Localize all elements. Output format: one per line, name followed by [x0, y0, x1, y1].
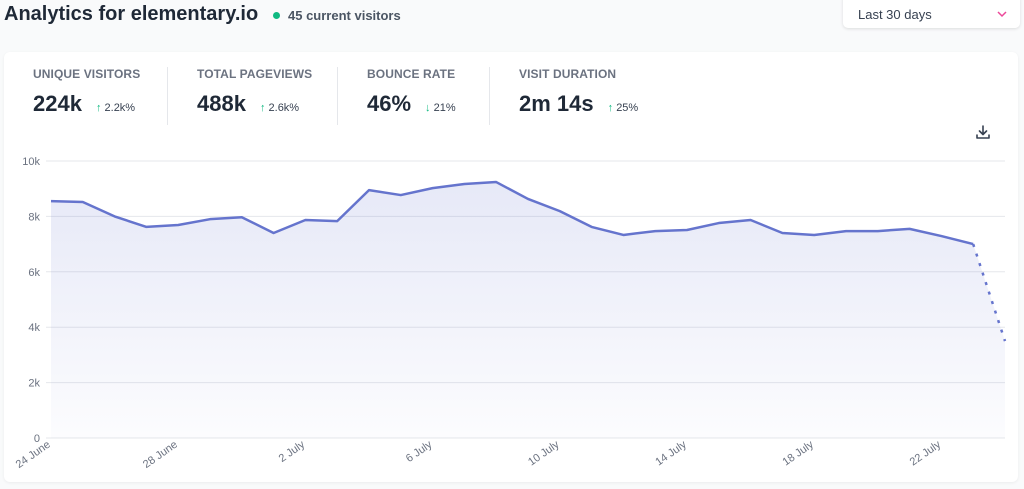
divider	[167, 67, 168, 125]
stat-change: ↑ 2.6k%	[259, 102, 300, 114]
data-point[interactable]	[555, 206, 565, 216]
data-point[interactable]	[746, 215, 756, 225]
x-tick-label: 10 July	[526, 438, 562, 468]
current-visitors[interactable]: 45 current visitors	[273, 8, 401, 23]
arrow-up-icon: ↑	[95, 102, 102, 114]
data-point[interactable]	[873, 226, 883, 236]
data-point[interactable]	[682, 225, 692, 235]
stat-label: TOTAL PAGEVIEWS	[197, 67, 313, 81]
live-status-dot-icon	[273, 12, 280, 19]
data-point[interactable]	[46, 196, 56, 206]
data-point[interactable]	[841, 226, 851, 236]
data-point[interactable]	[110, 211, 120, 221]
data-point[interactable]	[205, 214, 215, 224]
y-tick-label: 2k	[28, 378, 40, 390]
arrow-down-icon: ↓	[425, 102, 431, 114]
stat-label: BOUNCE RATE	[367, 67, 456, 81]
x-tick-label: 28 June	[141, 439, 180, 471]
data-point[interactable]	[78, 197, 88, 207]
stat-change: ↑ 2.2k%	[95, 102, 136, 114]
data-point[interactable]	[491, 177, 501, 187]
data-point[interactable]	[269, 228, 279, 238]
divider	[337, 67, 338, 125]
stat-value: 224k	[33, 91, 82, 116]
x-tick-label: 14 July	[653, 438, 689, 468]
data-point[interactable]	[777, 228, 787, 238]
data-point[interactable]	[364, 185, 374, 195]
stat-value: 2m 14s	[519, 91, 594, 116]
data-point[interactable]	[396, 190, 406, 200]
stat-bounce-rate[interactable]: BOUNCE RATE 46% ↓ 21%	[367, 67, 456, 117]
stat-value: 488k	[197, 91, 246, 116]
stat-value: 46%	[367, 91, 412, 116]
data-point[interactable]	[587, 222, 597, 232]
chart-line	[50, 180, 974, 246]
chevron-down-icon	[996, 7, 1008, 21]
data-point[interactable]	[618, 230, 628, 240]
x-tick-label: 6 July	[404, 438, 435, 465]
page-title: Analytics for elementary.io	[4, 3, 259, 25]
stat-unique-visitors[interactable]: UNIQUE VISITORS 224k ↑ 2.2k%	[33, 67, 140, 117]
data-point[interactable]	[714, 218, 724, 228]
download-icon[interactable]	[975, 124, 991, 140]
data-point[interactable]	[650, 226, 660, 236]
data-point[interactable]	[968, 239, 978, 249]
data-point[interactable]	[905, 224, 915, 234]
data-point[interactable]	[300, 215, 310, 225]
stat-change: ↑ 25%	[607, 102, 639, 114]
y-tick-label: 6k	[28, 267, 40, 279]
data-point[interactable]	[459, 179, 469, 189]
data-point[interactable]	[237, 212, 247, 222]
data-point[interactable]	[173, 220, 183, 230]
period-select[interactable]: Last 30 days	[843, 0, 1020, 28]
data-point[interactable]	[332, 216, 342, 226]
x-tick-label: 18 July	[780, 438, 816, 468]
data-point[interactable]	[809, 230, 819, 240]
stat-label: VISIT DURATION	[519, 67, 617, 81]
arrow-up-icon: ↑	[259, 102, 266, 114]
stat-total-pageviews[interactable]: TOTAL PAGEVIEWS 488k ↑ 2.6k%	[197, 67, 312, 117]
data-point[interactable]	[141, 222, 151, 232]
data-point[interactable]	[1000, 336, 1010, 346]
y-tick-label: 10k	[22, 156, 40, 168]
y-tick-label: 4k	[28, 322, 40, 334]
y-tick-label: 0	[34, 433, 40, 445]
stat-visit-duration[interactable]: VISIT DURATION 2m 14s ↑ 25%	[519, 67, 638, 117]
chart-line-incomplete	[972, 243, 1007, 342]
x-tick-label: 22 July	[908, 438, 944, 468]
period-select-value: Last 30 days	[858, 6, 932, 22]
y-tick-label: 8k	[28, 211, 40, 223]
data-point[interactable]	[936, 231, 946, 241]
x-tick-label: 2 July	[277, 438, 308, 465]
data-point[interactable]	[428, 183, 438, 193]
divider	[489, 67, 490, 125]
arrow-up-icon: ↑	[607, 102, 614, 114]
stat-label: UNIQUE VISITORS	[33, 67, 141, 81]
chart-area-fill	[51, 182, 1005, 438]
current-visitors-label: 45 current visitors	[288, 8, 401, 23]
data-point[interactable]	[523, 194, 533, 204]
stat-change: ↓ 21%	[425, 102, 456, 114]
